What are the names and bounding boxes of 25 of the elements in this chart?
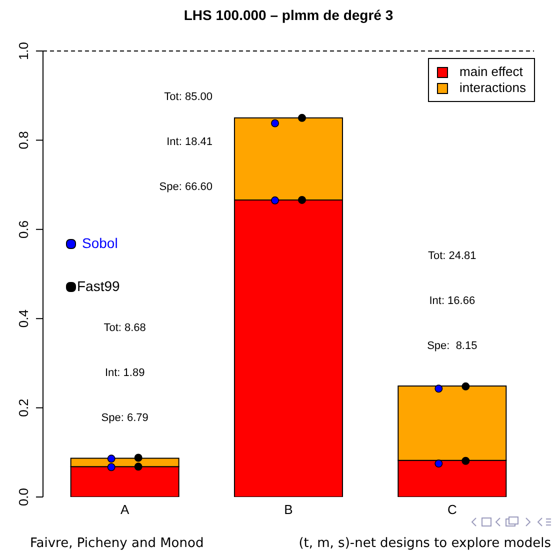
y-tick-label: 0.8 xyxy=(16,131,31,150)
annotation: Tot: 85.00 xyxy=(164,90,212,104)
x-tick-label: C xyxy=(447,502,457,518)
x-tick-label: B xyxy=(284,502,293,518)
y-tick-label: 0.6 xyxy=(16,220,31,238)
x-tick-label: A xyxy=(120,502,130,518)
annotation: Spe: 6.79 xyxy=(100,411,150,426)
annotation: Tot: 8.68 xyxy=(102,321,147,336)
legend-label: Sobol xyxy=(81,234,119,253)
annotation: Spe: 8.15 xyxy=(426,338,478,353)
annotation: Spe: 66.60 xyxy=(159,180,212,194)
y-tick-label: 1.0 xyxy=(16,42,31,60)
annotation: Int: 16.66 xyxy=(428,294,476,308)
legend-label: main effect xyxy=(458,64,524,80)
text: Faivre, Picheny and Monod xyxy=(29,536,204,551)
y-tick-label: 0.4 xyxy=(16,310,31,328)
annotation: Int: 18.41 xyxy=(166,134,212,149)
legend-label: Fast99 xyxy=(76,277,120,296)
annotation: Int: 1.89 xyxy=(104,366,146,380)
text: (t, m, s)-net designs to explore models xyxy=(298,536,552,551)
annotation: Tot: 24.81 xyxy=(426,248,478,263)
legend-label: interactions xyxy=(458,80,526,96)
y-tick-label: 0.2 xyxy=(16,398,31,417)
chart-title: LHS 100.000 – plmm de degré 3 xyxy=(182,7,394,23)
y-tick-label: 0.0 xyxy=(16,488,31,506)
